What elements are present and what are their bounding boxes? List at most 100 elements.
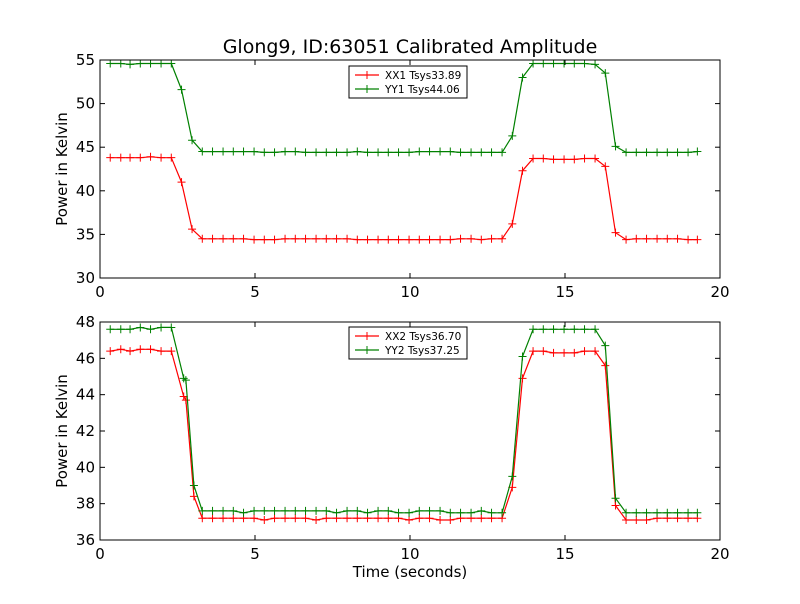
- data-point: [270, 235, 279, 244]
- yaxis-label: Power in Kelvin: [53, 112, 71, 226]
- data-point: [394, 508, 403, 517]
- data-point: [281, 514, 290, 523]
- series-line-yy1: [110, 62, 698, 153]
- data-point: [281, 234, 290, 243]
- data-point: [312, 148, 321, 157]
- data-point: [446, 516, 455, 525]
- data-point: [157, 153, 166, 162]
- data-point: [136, 59, 145, 68]
- data-point: [446, 235, 455, 244]
- data-point: [126, 153, 135, 162]
- ytick-label: 40: [76, 458, 95, 476]
- data-point: [601, 361, 610, 370]
- data-point: [384, 148, 393, 157]
- data-point: [693, 508, 702, 517]
- data-point: [446, 147, 455, 156]
- data-point: [322, 148, 331, 157]
- ytick-label: 38: [76, 495, 95, 513]
- data-point: [146, 325, 155, 334]
- data-point: [250, 506, 259, 515]
- data-point: [167, 323, 176, 332]
- data-point: [518, 73, 527, 82]
- data-point: [467, 234, 476, 243]
- ytick-label: 35: [76, 225, 95, 243]
- data-point: [146, 152, 155, 161]
- data-point: [570, 325, 579, 334]
- data-point: [384, 506, 393, 515]
- data-point: [508, 219, 517, 228]
- data-point: [622, 148, 631, 157]
- data-point: [663, 148, 672, 157]
- data-point: [560, 155, 569, 164]
- data-point: [322, 506, 331, 515]
- data-point: [291, 514, 300, 523]
- legend: XX2 Tsys36.70 YY2 Tsys37.25: [348, 326, 468, 360]
- data-point: [477, 506, 486, 515]
- data-point: [673, 508, 682, 517]
- data-point: [498, 148, 507, 157]
- ytick-label: 30: [76, 269, 95, 287]
- data-point: [136, 345, 145, 354]
- data-point: [632, 234, 641, 243]
- series-line-xx1: [110, 156, 698, 241]
- data-point: [693, 147, 702, 156]
- data-point: [181, 376, 190, 385]
- data-point: [353, 235, 362, 244]
- data-point: [560, 325, 569, 334]
- data-point: [208, 506, 217, 515]
- data-point: [250, 514, 259, 523]
- data-point: [632, 148, 641, 157]
- data-point: [374, 148, 383, 157]
- data-point: [560, 59, 569, 68]
- data-point: [312, 506, 321, 515]
- data-point: [312, 234, 321, 243]
- data-point: [632, 516, 641, 525]
- data-point: [126, 60, 135, 69]
- data-point: [632, 508, 641, 517]
- data-point: [106, 347, 115, 356]
- data-point: [653, 148, 662, 157]
- legend-marker-xx1: [363, 71, 371, 79]
- data-point: [291, 506, 300, 515]
- data-point: [126, 347, 135, 356]
- data-point: [684, 148, 693, 157]
- data-point: [116, 153, 125, 162]
- data-point: [518, 352, 527, 361]
- data-point: [167, 153, 176, 162]
- data-point: [250, 147, 259, 156]
- data-point: [529, 347, 538, 356]
- data-point: [580, 154, 589, 163]
- data-point: [611, 228, 620, 237]
- xtick-label: 5: [250, 545, 260, 563]
- data-point: [260, 148, 269, 157]
- data-point: [467, 148, 476, 157]
- data-point: [106, 59, 115, 68]
- data-point: [415, 147, 424, 156]
- data-point: [642, 508, 651, 517]
- data-point: [343, 148, 352, 157]
- data-point: [436, 516, 445, 525]
- data-point: [116, 325, 125, 334]
- data-point: [508, 131, 517, 140]
- data-point: [456, 234, 465, 243]
- data-point: [642, 234, 651, 243]
- legend-marker-xx2: [363, 332, 371, 340]
- data-point: [332, 234, 341, 243]
- data-point: [487, 508, 496, 517]
- data-point: [322, 514, 331, 523]
- data-point: [106, 153, 115, 162]
- data-point: [518, 374, 527, 383]
- data-point: [363, 508, 372, 517]
- data-point: [415, 514, 424, 523]
- data-point: [560, 348, 569, 357]
- data-point: [487, 234, 496, 243]
- data-point: [436, 506, 445, 515]
- data-point: [239, 508, 248, 517]
- ytick-label: 42: [76, 422, 95, 440]
- ytick-label: 55: [76, 51, 95, 69]
- data-point: [260, 516, 269, 525]
- xtick-label: 0: [95, 545, 105, 563]
- data-point: [673, 148, 682, 157]
- chart-panel-2: 0 5 10 15 20 36 38 40 42 44 46 48 Power in Kelvin XX2…: [53, 313, 730, 563]
- data-point: [477, 514, 486, 523]
